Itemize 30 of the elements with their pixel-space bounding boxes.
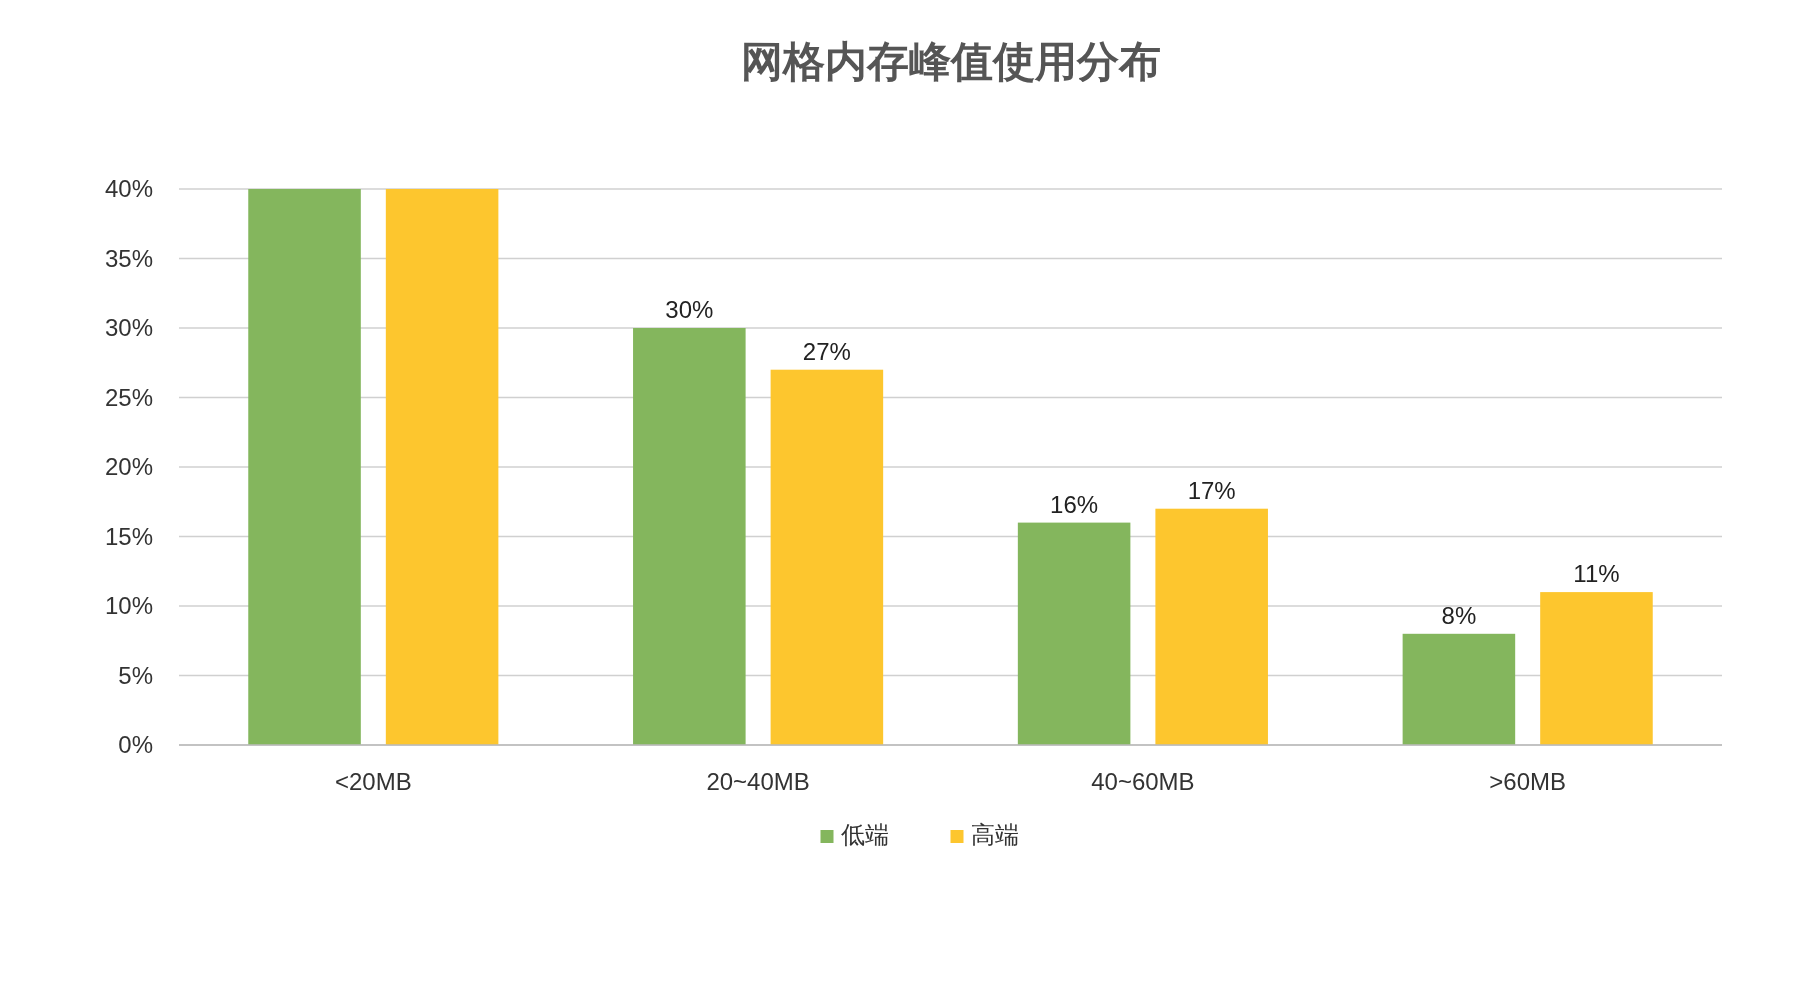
bar [1017,522,1131,745]
y-tick-label: 5% [118,661,153,689]
data-label: 11% [1573,560,1620,588]
y-tick-label: 35% [104,244,153,272]
x-tick-label: 20~40MB [706,768,810,795]
chart-title: 网格内存峰值使用分布 [740,38,1161,85]
legend-label: 低端 [840,821,889,848]
data-label: 30% [665,296,714,323]
bar [248,189,361,745]
data-label: 8% [1441,601,1477,629]
bar [1402,633,1516,745]
data-label: 27% [802,337,851,365]
y-tick-label: 20% [104,453,153,480]
bar [1540,592,1653,745]
bar [770,369,884,745]
y-tick-label: 0% [118,731,153,758]
data-label: 16% [1050,490,1099,518]
x-tick-label: >60MB [1489,768,1567,795]
x-tick-label: 40~60MB [1091,768,1195,795]
x-tick-label: <20MB [334,768,412,795]
y-tick-label: 10% [104,592,153,619]
legend-label: 高端 [970,821,1019,848]
data-label: 17% [1187,476,1236,504]
y-tick-label: 25% [104,383,153,411]
y-tick-label: 40% [104,175,153,202]
bar [1155,508,1268,745]
bar [385,189,499,745]
y-tick-label: 15% [104,522,153,550]
y-tick-label: 30% [104,314,153,341]
bar [633,328,746,745]
